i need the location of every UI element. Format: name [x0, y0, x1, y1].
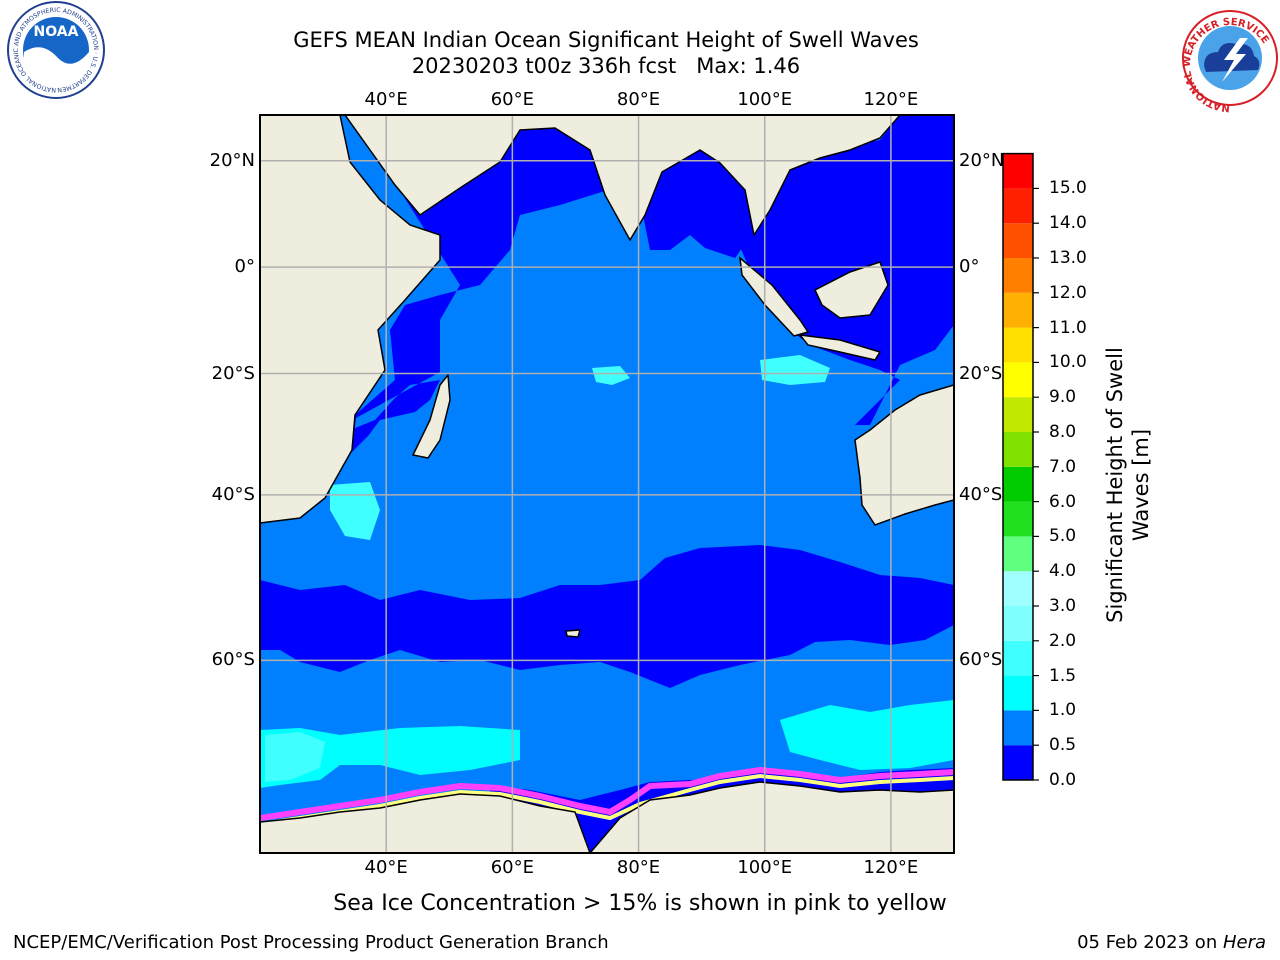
lat-tick-label-left: 20°N [209, 149, 255, 171]
colorbar-tick-label: 13.0 [1049, 248, 1087, 268]
colorbar-segment [1003, 397, 1033, 432]
colorbar-tick-label: 11.0 [1049, 317, 1087, 338]
antarctica [260, 781, 954, 853]
borneo [814, 261, 889, 319]
southern-ocean-calm-band [260, 545, 954, 688]
chart-subtitle: 20230203 t00z 336h fcst Max: 1.46 [411, 54, 801, 78]
land-masses [260, 115, 954, 853]
colorbar [1002, 152, 1039, 781]
colorbar-tick-label: 12.0 [1049, 282, 1087, 303]
lon-tick-label-bottom: 80°E [616, 857, 661, 878]
colorbar-tick-label: 14.0 [1049, 213, 1087, 234]
footer-date-text: 05 Feb 2023 on [1077, 932, 1223, 953]
colorbar-segment [1003, 223, 1033, 258]
colorbar-tick-label: 1.0 [1049, 700, 1077, 721]
colorbar-tick-label: 15.0 [1049, 178, 1087, 199]
lon-tick-label-top: 100°E [737, 89, 793, 110]
colorbar-tick-label: 3.0 [1049, 596, 1077, 616]
colorbar-segment [1003, 571, 1033, 606]
swell-cyan-west [260, 726, 520, 788]
lon-tick-label-bottom: 40°E [364, 857, 408, 878]
footer-producer: NCEP/EMC/Verification Post Processing Pr… [13, 932, 609, 953]
madagascar [411, 373, 451, 459]
footer-host: Hera [1222, 932, 1266, 953]
noaa-bird [24, 47, 89, 84]
colorbar-segment [1003, 606, 1033, 641]
footer-date: 05 Feb 2023 on Hera [1077, 932, 1266, 954]
colorbar-tick-label: 6.0 [1049, 491, 1077, 512]
lat-tick-label-right: 20°N [959, 149, 1005, 171]
colorbar-segment [1003, 710, 1033, 746]
colorbar-tick-label: 10.0 [1049, 352, 1087, 373]
lon-tick-label-bottom: 100°E [737, 857, 793, 878]
map-frame [259, 114, 955, 854]
swell-cyan-east [780, 700, 954, 770]
chart-title: GEFS MEAN Indian Ocean Significant Heigh… [293, 28, 919, 52]
noaa-center-text: NOAA [34, 24, 79, 40]
lat-tick-label-left: 40°S [211, 483, 255, 505]
colorbar-segment [1003, 327, 1033, 363]
colorbar-segment [1003, 432, 1033, 467]
lon-tick-label-top: 60°E [490, 89, 534, 110]
colorbar-segment [1003, 258, 1033, 293]
colorbar-segment [1003, 640, 1033, 676]
colorbar-tick-label: 2.0 [1049, 630, 1077, 651]
lon-tick-label-top: 40°E [364, 89, 408, 110]
colorbar-segment [1003, 536, 1033, 572]
nws-logo: NATIONAL WEATHER SERVICE [1182, 10, 1278, 113]
nws-lightning [1222, 38, 1248, 82]
lat-tick-label-left: 20°S [211, 362, 255, 384]
map-area [260, 115, 954, 853]
colorbar-segment [1003, 675, 1033, 711]
high-swell-regions [260, 355, 954, 788]
swell-light-west [265, 732, 325, 782]
colorbar-segment [1003, 362, 1033, 398]
lat-tick-label-left: 0° [234, 256, 255, 278]
lat-tick-label-right: 20°S [959, 362, 1003, 384]
sea-ice-caption: Sea Ice Concentration > 15% is shown in … [333, 891, 947, 916]
lat-tick-label-right: 60°S [959, 649, 1003, 671]
swell-patch-west-central [592, 366, 630, 385]
lon-tick-label-bottom: 60°E [490, 857, 534, 878]
lat-tick-label-left: 60°S [211, 649, 255, 671]
lon-tick-label-top: 80°E [616, 89, 661, 110]
sea-ice-yellow [260, 773, 954, 826]
colorbar-tick-label: 0.0 [1049, 770, 1077, 790]
java [798, 334, 882, 361]
colorbar-segment [1003, 466, 1033, 502]
noaa-logo: NATIONAL OCEANIC AND ATMOSPHERIC ADMINIS… [0, 0, 105, 99]
map-gridlines [260, 115, 954, 853]
colorbar-tick-label: 9.0 [1049, 387, 1077, 408]
colorbar-tick-label: 5.0 [1049, 526, 1077, 547]
lon-tick-label-top: 120°E [863, 89, 919, 110]
colorbar-tick-label: 0.5 [1049, 735, 1077, 756]
colorbar-tick-label: 4.0 [1049, 561, 1077, 582]
swell-patch-central [760, 355, 830, 385]
colorbar-segment [1003, 745, 1033, 780]
lon-tick-label-bottom: 120°E [863, 857, 919, 878]
colorbar-segment [1003, 153, 1033, 189]
australia [854, 384, 954, 526]
lat-tick-label-right: 0° [959, 256, 980, 278]
colorbar-segment [1003, 501, 1033, 537]
africa-asia-landmass [260, 115, 901, 524]
colorbar-segment [1003, 292, 1033, 328]
colorbar-label: Significant Height of Swell Waves [m] [1103, 347, 1153, 623]
swell-patch-madagascar-south [330, 482, 380, 540]
sumatra [739, 256, 810, 337]
colorbar-segment [1003, 188, 1033, 224]
lat-tick-label-right: 40°S [959, 483, 1003, 505]
colorbar-tick-label: 1.5 [1049, 665, 1077, 686]
kerguelen-island [565, 629, 582, 638]
colorbar-tick-label: 7.0 [1049, 456, 1077, 477]
colorbar-tick-label: 8.0 [1049, 422, 1077, 442]
bay-of-bengal-calm [640, 150, 755, 258]
